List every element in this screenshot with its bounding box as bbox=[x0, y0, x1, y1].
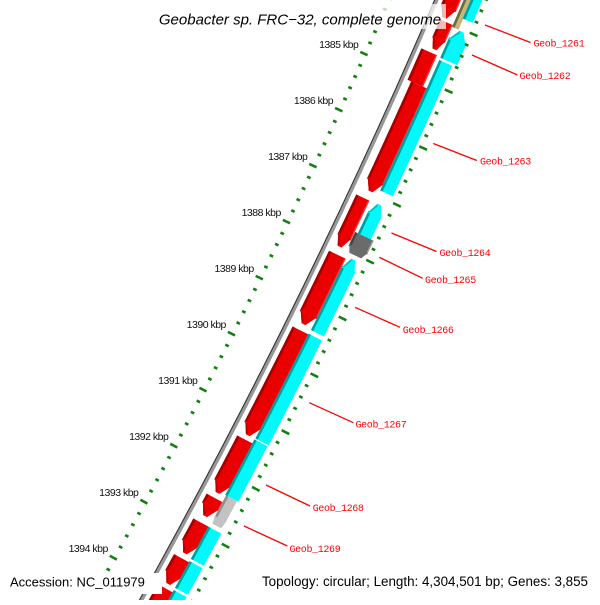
svg-text:Accession: NC_011979: Accession: NC_011979 bbox=[10, 575, 145, 590]
svg-text:Geob_1263: Geob_1263 bbox=[480, 157, 531, 169]
svg-text:1394 kbp: 1394 kbp bbox=[69, 543, 109, 555]
svg-text:Geob_1261: Geob_1261 bbox=[534, 38, 585, 50]
svg-text:1385 kbp: 1385 kbp bbox=[319, 39, 359, 51]
svg-text:Topology: circular; Length: 4,: Topology: circular; Length: 4,304,501 bp… bbox=[262, 574, 588, 589]
svg-text:1392 kbp: 1392 kbp bbox=[129, 431, 169, 443]
svg-text:1393 kbp: 1393 kbp bbox=[99, 487, 139, 499]
svg-text:1391 kbp: 1391 kbp bbox=[158, 375, 198, 387]
svg-text:Geob_1265: Geob_1265 bbox=[425, 275, 476, 287]
svg-text:Geob_1266: Geob_1266 bbox=[403, 325, 454, 337]
svg-text:1390 kbp: 1390 kbp bbox=[187, 319, 227, 331]
svg-text:Geob_1269: Geob_1269 bbox=[290, 544, 341, 556]
svg-text:Geobacter sp. FRC−32, complete: Geobacter sp. FRC−32, complete genome bbox=[159, 12, 441, 29]
svg-text:1387 kbp: 1387 kbp bbox=[268, 151, 308, 163]
svg-text:Geob_1264: Geob_1264 bbox=[440, 248, 491, 260]
svg-text:1389 kbp: 1389 kbp bbox=[214, 263, 254, 275]
svg-text:1388 kbp: 1388 kbp bbox=[242, 207, 282, 219]
svg-text:Geob_1268: Geob_1268 bbox=[313, 503, 364, 515]
svg-text:Geob_1262: Geob_1262 bbox=[520, 71, 571, 83]
svg-text:1386 kbp: 1386 kbp bbox=[294, 95, 334, 107]
svg-text:Geob_1267: Geob_1267 bbox=[356, 420, 407, 432]
